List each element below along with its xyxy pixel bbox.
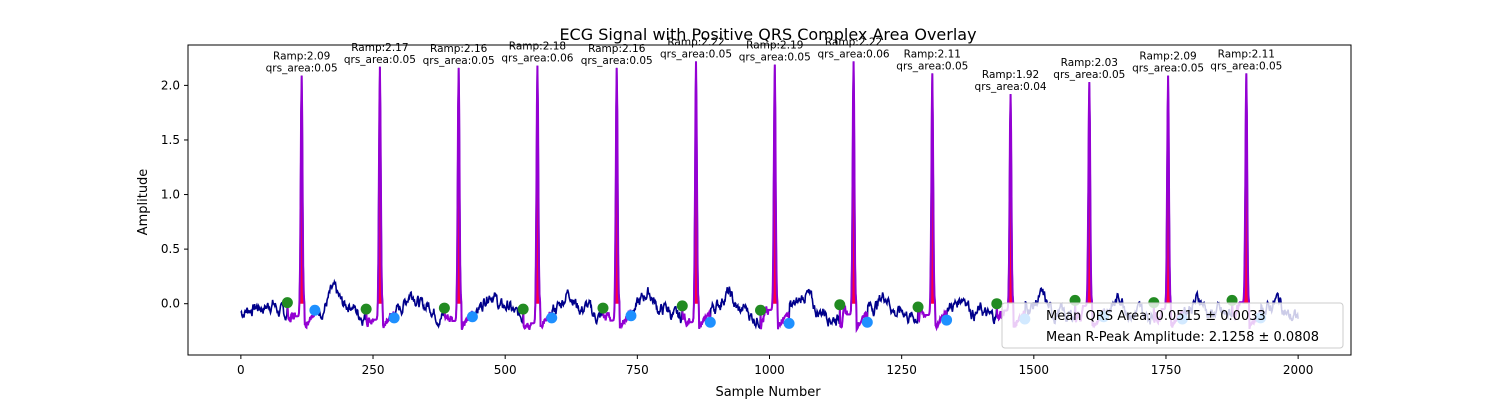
qrs-area-label-12: qrs_area:0.05 bbox=[1210, 60, 1282, 72]
s-point-6 bbox=[783, 317, 795, 329]
y-tick-label-2: 1.0 bbox=[161, 188, 180, 202]
qrs-segment-2 bbox=[443, 67, 474, 330]
x-tick-label-5: 1250 bbox=[886, 363, 917, 377]
ramp-label-8: Ramp:2.11 bbox=[904, 48, 961, 60]
x-axis-label: Sample Number bbox=[715, 385, 821, 400]
qrs-area-label-4: qrs_area:0.05 bbox=[581, 55, 653, 67]
q-point-1 bbox=[360, 303, 372, 315]
x-tick-label-4: 1000 bbox=[754, 363, 785, 377]
qrs-segment-0 bbox=[286, 75, 316, 330]
qrs-area-label-7: qrs_area:0.06 bbox=[818, 48, 890, 60]
q-point-2 bbox=[438, 302, 450, 314]
y-tick-label-1: 0.5 bbox=[161, 242, 180, 256]
q-point-4 bbox=[597, 302, 609, 314]
s-point-2 bbox=[466, 311, 478, 323]
ecg-signal-line bbox=[240, 61, 1299, 333]
s-point-5 bbox=[704, 316, 716, 328]
q-point-8 bbox=[912, 301, 924, 313]
ramp-label-11: Ramp:2.09 bbox=[1139, 51, 1196, 63]
q-point-7 bbox=[834, 299, 846, 311]
x-tick-label-0: 0 bbox=[237, 363, 245, 377]
plot-area: Ramp:2.09qrs_area:0.05Ramp:2.17qrs_area:… bbox=[240, 36, 1299, 334]
ramp-label-0: Ramp:2.09 bbox=[273, 51, 330, 63]
legend-entry-qrs-area: Mean QRS Area: 0.0515 ± 0.0033 bbox=[1046, 309, 1266, 324]
q-point-5 bbox=[676, 300, 688, 312]
ramp-label-10: Ramp:2.03 bbox=[1061, 57, 1118, 69]
qrs-area-label-3: qrs_area:0.06 bbox=[501, 53, 573, 65]
qrs-area-label-9: qrs_area:0.04 bbox=[975, 81, 1047, 93]
ramp-label-5: Ramp:2.22 bbox=[667, 36, 724, 48]
ramp-label-9: Ramp:1.92 bbox=[982, 69, 1039, 81]
qrs-segment-5 bbox=[681, 61, 712, 329]
qrs-area-label-10: qrs_area:0.05 bbox=[1053, 69, 1125, 81]
s-point-8 bbox=[941, 314, 953, 326]
s-point-4 bbox=[625, 310, 637, 322]
qrs-area-label-5: qrs_area:0.05 bbox=[660, 48, 732, 60]
x-tick-label-6: 1500 bbox=[1019, 363, 1050, 377]
x-tick-label-1: 250 bbox=[362, 363, 385, 377]
ramp-label-7: Ramp:2.22 bbox=[825, 36, 882, 48]
x-tick-label-8: 2000 bbox=[1283, 363, 1314, 377]
x-axis-ticks: 0 250 500 750 1000 1250 1500 1750 2000 bbox=[237, 355, 1313, 377]
plot-inner bbox=[240, 61, 1299, 334]
ramp-label-12: Ramp:2.11 bbox=[1218, 48, 1275, 60]
q-point-6 bbox=[755, 304, 767, 316]
legend: Mean QRS Area: 0.0515 ± 0.0033 Mean R-Pe… bbox=[1001, 302, 1344, 349]
ramp-label-4: Ramp:2.16 bbox=[588, 43, 646, 55]
s-point-1 bbox=[388, 312, 400, 324]
y-tick-label-4: 2.0 bbox=[161, 78, 180, 92]
qrs-area-label-2: qrs_area:0.05 bbox=[423, 55, 495, 67]
q-point-0 bbox=[281, 297, 293, 309]
y-axis-ticks: 0.0 0.5 1.0 1.5 2.0 bbox=[161, 78, 188, 311]
q-point-3 bbox=[517, 303, 529, 315]
ramp-label-6: Ramp:2.19 bbox=[746, 40, 803, 52]
legend-box bbox=[1001, 302, 1344, 349]
qrs-area-label-1: qrs_area:0.05 bbox=[344, 54, 416, 66]
legend-entry-r-peak: Mean R-Peak Amplitude: 2.1258 ± 0.0808 bbox=[1046, 330, 1319, 345]
ramp-label-2: Ramp:2.16 bbox=[430, 43, 488, 55]
ramp-label-3: Ramp:2.18 bbox=[509, 41, 566, 53]
chart-title: ECG Signal with Positive QRS Complex Are… bbox=[559, 25, 976, 44]
ramp-label-1: Ramp:2.17 bbox=[351, 42, 408, 54]
s-point-7 bbox=[861, 316, 873, 328]
x-tick-label-2: 500 bbox=[494, 363, 517, 377]
qrs-area-label-6: qrs_area:0.05 bbox=[739, 52, 811, 64]
qrs-area-label-0: qrs_area:0.05 bbox=[266, 63, 338, 75]
qrs-area-label-8: qrs_area:0.05 bbox=[896, 60, 968, 72]
qrs-segment-8 bbox=[917, 73, 948, 332]
y-axis-label: Amplitude bbox=[136, 169, 151, 236]
x-tick-label-3: 750 bbox=[626, 363, 649, 377]
q-point-9 bbox=[991, 298, 1003, 310]
x-tick-label-7: 1750 bbox=[1151, 363, 1182, 377]
s-point-0 bbox=[309, 304, 321, 316]
y-tick-label-0: 0.0 bbox=[161, 297, 180, 311]
s-point-3 bbox=[546, 312, 558, 324]
qrs-area-label-11: qrs_area:0.05 bbox=[1132, 63, 1204, 75]
y-tick-label-3: 1.5 bbox=[161, 133, 180, 147]
